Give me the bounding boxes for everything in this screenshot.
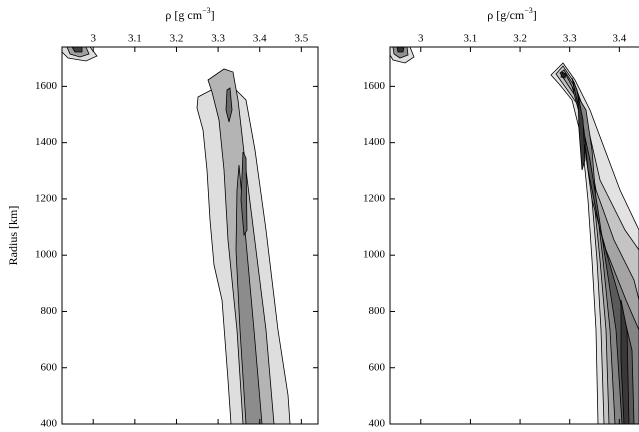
y-tick-label: 1000 (35, 249, 58, 261)
contour (240, 151, 248, 237)
y-tick-label: 800 (369, 305, 386, 317)
y-tick-label: 400 (41, 418, 58, 430)
x-axis-label-part: ρ [g/cm (487, 8, 525, 22)
plot-frame (61, 46, 319, 425)
contour (560, 71, 567, 79)
x-axis-label-part: −3 (524, 6, 533, 15)
contours-right (389, 46, 639, 425)
contours-left (61, 46, 291, 425)
y-tick-label: 1400 (363, 136, 386, 148)
y-tick-label: 1400 (35, 136, 58, 148)
x-tick-label: 3.3 (211, 33, 225, 45)
contour (396, 46, 405, 53)
x-tick-label: 3 (90, 33, 96, 45)
y-tick-label: 600 (41, 361, 58, 373)
x-axis-label-part: ] (211, 8, 215, 22)
y-tick-label: 400 (369, 418, 386, 430)
contour (577, 94, 586, 171)
x-axis-label-part: ρ [g cm (165, 8, 202, 22)
x-axis-label: ρ [g/cm−3] (487, 6, 537, 22)
y-tick-label: 800 (41, 305, 58, 317)
contour (571, 77, 635, 425)
plot-frame (389, 46, 639, 425)
x-axis-label: ρ [g cm−3] (165, 6, 214, 22)
y-tick-label: 1200 (35, 192, 58, 204)
y-axis-label: Radius [km] (6, 206, 20, 266)
x-tick-label: 3.5 (294, 33, 308, 45)
x-axis-label-part: ] (533, 8, 537, 22)
x-tick-label: 3.2 (170, 33, 184, 45)
y-tick-label: 1600 (35, 80, 58, 92)
x-tick-label: 3.4 (612, 33, 626, 45)
x-tick-label: 3.1 (464, 33, 478, 45)
contour (225, 87, 233, 123)
x-tick-label: 3.2 (513, 33, 527, 45)
y-tick-label: 1200 (363, 192, 386, 204)
x-tick-label: 3 (418, 33, 424, 45)
x-axis-label-part: −3 (202, 6, 211, 15)
y-tick-label: 600 (369, 361, 386, 373)
x-tick-label: 3.3 (563, 33, 577, 45)
y-tick-label: 1000 (363, 249, 386, 261)
x-tick-label: 3.1 (128, 33, 142, 45)
x-tick-label: 3.4 (253, 33, 267, 45)
y-tick-label: 1600 (363, 80, 386, 92)
